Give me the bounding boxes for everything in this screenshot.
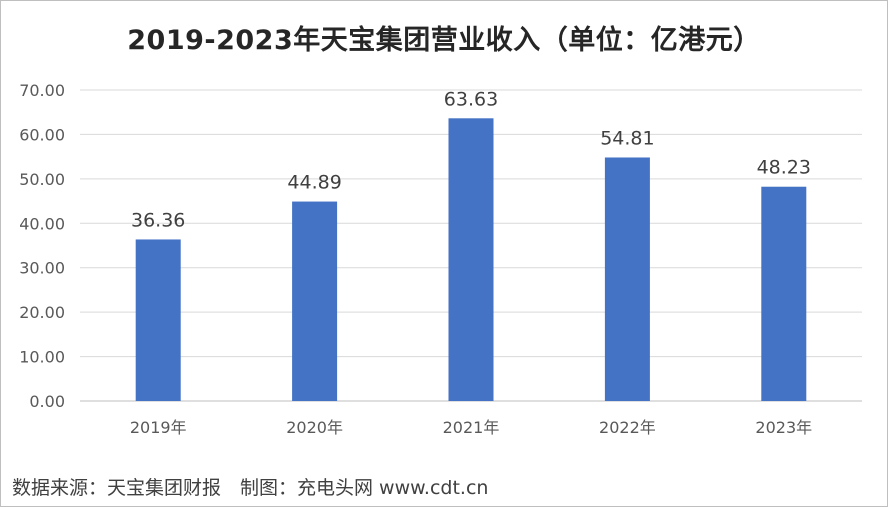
data-label: 63.63 — [444, 88, 498, 110]
data-label: 48.23 — [757, 157, 811, 179]
x-tick-label: 2021年 — [443, 418, 500, 437]
source-note: 数据来源：天宝集团财报 制图：充电头网 www.cdt.cn — [12, 477, 489, 499]
x-tick-label: 2022年 — [599, 418, 656, 437]
x-tick-label: 2023年 — [755, 418, 812, 437]
chart-title: 2019-2023年天宝集团营业收入（单位：亿港元） — [127, 25, 761, 56]
x-tick-label: 2020年 — [286, 418, 343, 437]
bar — [761, 186, 807, 401]
y-tick-label: 20.00 — [19, 303, 65, 322]
y-tick-label: 70.00 — [19, 81, 65, 100]
bar — [135, 239, 181, 401]
x-tick-label: 2019年 — [130, 418, 187, 437]
y-tick-label: 50.00 — [19, 170, 65, 189]
y-tick-label: 0.00 — [29, 392, 65, 411]
data-label: 54.81 — [600, 127, 654, 149]
y-tick-label: 60.00 — [19, 125, 65, 144]
data-label: 44.89 — [287, 172, 341, 194]
y-tick-label: 30.00 — [19, 259, 65, 278]
bar — [292, 201, 338, 401]
bar — [604, 157, 650, 401]
y-tick-label: 10.00 — [19, 348, 65, 367]
y-tick-label: 40.00 — [19, 214, 65, 233]
data-label: 36.36 — [131, 209, 185, 231]
bar — [448, 118, 494, 402]
